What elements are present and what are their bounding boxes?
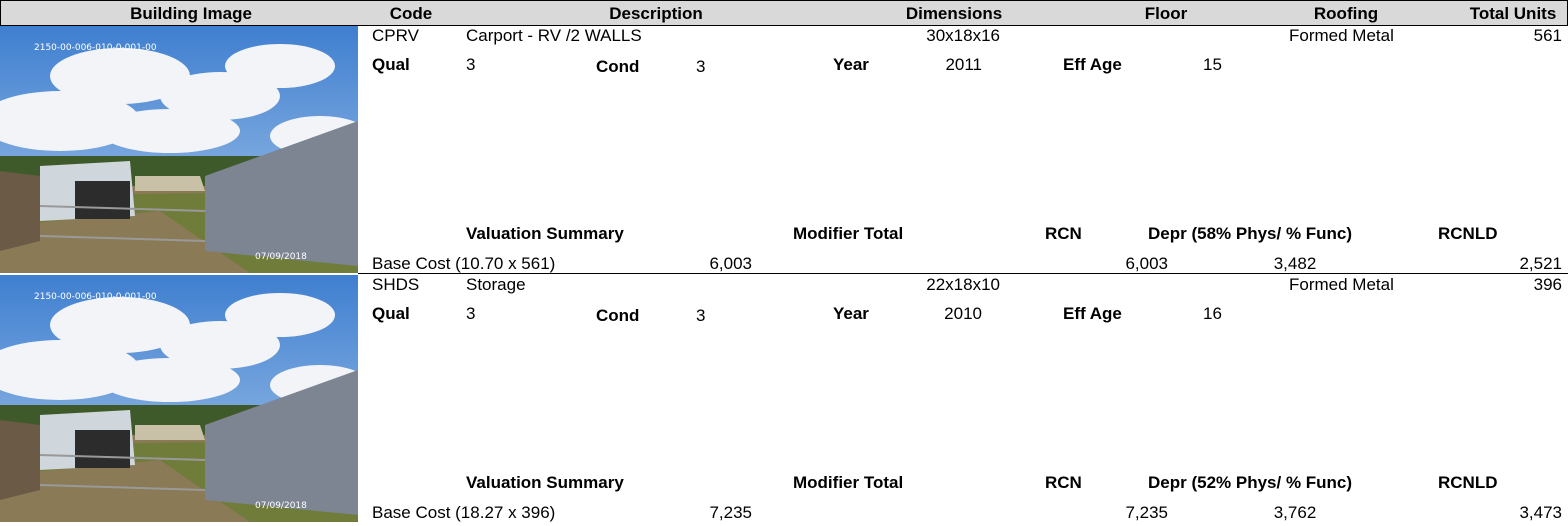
qual: 3 bbox=[466, 55, 475, 75]
cond: 3 bbox=[696, 57, 705, 77]
total-units: 561 bbox=[1534, 26, 1562, 46]
code: CPRV bbox=[372, 26, 419, 46]
valuation-header: Modifier Total bbox=[793, 473, 903, 493]
house bbox=[135, 425, 205, 440]
image-date: 07/09/2018 bbox=[255, 501, 307, 511]
year: 2011 bbox=[945, 55, 982, 75]
building-image: 2150-00-006-010-0-001-00 07/09/2018 bbox=[0, 275, 358, 522]
valuation-header: RCNLD bbox=[1438, 224, 1498, 244]
carport-opening bbox=[75, 430, 130, 468]
base-value: 7,235 bbox=[709, 503, 752, 523]
valuation-header: RCN bbox=[1045, 473, 1082, 493]
column-header: Floor bbox=[1145, 4, 1188, 24]
cloud bbox=[225, 293, 335, 337]
eff-age: 16 bbox=[1203, 304, 1222, 324]
cloud bbox=[225, 44, 335, 88]
base-cost: Base Cost (10.70 x 561) bbox=[372, 254, 555, 274]
column-header: Description bbox=[609, 4, 703, 24]
qual: 3 bbox=[466, 304, 475, 324]
column-header: Code bbox=[390, 4, 433, 24]
eff-age: 15 bbox=[1203, 55, 1222, 75]
valuation-header: Valuation Summary bbox=[466, 473, 624, 493]
building-image: 2150-00-006-010-0-001-00 07/09/2018 bbox=[0, 26, 358, 273]
building-record: 2150-00-006-010-0-001-00 07/09/2018 SHDS St… bbox=[0, 275, 1568, 524]
rcn: 6,003 bbox=[1125, 254, 1168, 274]
label: Cond bbox=[596, 306, 639, 326]
column-header: Building Image bbox=[130, 4, 252, 24]
label: Year bbox=[833, 304, 869, 324]
roofing: Formed Metal bbox=[1289, 26, 1394, 46]
code: SHDS bbox=[372, 275, 419, 295]
valuation-header: RCN bbox=[1045, 224, 1082, 244]
depr: 3,762 bbox=[1274, 503, 1317, 523]
image-date: 07/09/2018 bbox=[255, 252, 307, 262]
column-header: Dimensions bbox=[906, 4, 1002, 24]
cloud bbox=[100, 109, 240, 153]
year: 2010 bbox=[944, 304, 982, 324]
label: Cond bbox=[596, 57, 639, 77]
carport-opening bbox=[75, 181, 130, 219]
image-label: 2150-00-006-010-0-001-00 bbox=[34, 292, 157, 302]
rcnld: 2,521 bbox=[1519, 254, 1562, 274]
cond: 3 bbox=[696, 306, 705, 326]
valuation-header: Valuation Summary bbox=[466, 224, 624, 244]
description: Storage bbox=[466, 275, 526, 295]
rcnld: 3,473 bbox=[1519, 503, 1562, 523]
cloud bbox=[100, 358, 240, 402]
separator bbox=[358, 273, 1568, 274]
table-header: Building Image Code Description Dimensio… bbox=[0, 0, 1568, 26]
depr: 3,482 bbox=[1274, 254, 1317, 274]
column-header: Total Units bbox=[1470, 4, 1557, 24]
house bbox=[135, 176, 205, 191]
dimensions: 30x18x16 bbox=[926, 26, 1000, 46]
base-cost: Base Cost (18.27 x 396) bbox=[372, 503, 555, 523]
fence bbox=[0, 171, 40, 251]
valuation-header: Depr (52% Phys/ % Func) bbox=[1148, 473, 1352, 493]
label: Qual bbox=[372, 55, 410, 75]
label: Eff Age bbox=[1063, 304, 1122, 324]
label: Qual bbox=[372, 304, 410, 324]
total-units: 396 bbox=[1534, 275, 1562, 295]
page: Building Image Code Description Dimensio… bbox=[0, 0, 1568, 526]
label: Eff Age bbox=[1063, 55, 1122, 75]
valuation-header: RCNLD bbox=[1438, 473, 1498, 493]
valuation-header: Modifier Total bbox=[793, 224, 903, 244]
dimensions: 22x18x10 bbox=[926, 275, 1000, 295]
image-label: 2150-00-006-010-0-001-00 bbox=[34, 43, 157, 53]
description: Carport - RV /2 WALLS bbox=[466, 26, 642, 46]
building-record: 2150-00-006-010-0-001-00 07/09/2018 CPRV Ca… bbox=[0, 26, 1568, 275]
fence bbox=[0, 420, 40, 500]
valuation-header: Depr (58% Phys/ % Func) bbox=[1148, 224, 1352, 244]
roofing: Formed Metal bbox=[1289, 275, 1394, 295]
base-value: 6,003 bbox=[709, 254, 752, 274]
rcn: 7,235 bbox=[1125, 503, 1168, 523]
column-header: Roofing bbox=[1314, 4, 1378, 24]
label: Year bbox=[833, 55, 869, 75]
